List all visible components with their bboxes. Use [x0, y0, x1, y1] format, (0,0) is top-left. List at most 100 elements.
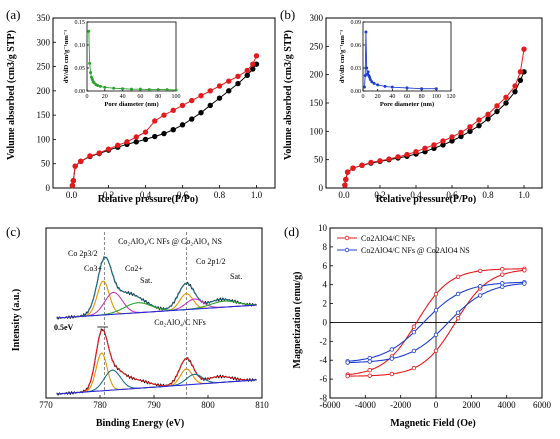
- x-tick-label: 0.6: [177, 190, 189, 200]
- data-point: [389, 371, 395, 377]
- inset-x-tick-label: 100: [432, 94, 441, 100]
- y-tick-label: 200: [310, 70, 324, 80]
- panel-d: (d) Magnetization (emu/g) Magnetic Field…: [284, 223, 552, 429]
- data-point: [207, 88, 213, 94]
- panel-a: (a) Volume absorbed (cm3/g STP) Relative…: [6, 7, 276, 205]
- data-point: [477, 293, 483, 298]
- x-tick-label: 0.2: [103, 190, 114, 200]
- data-point: [521, 46, 527, 52]
- legend-label: Co2AlO4/C NFs: [361, 234, 415, 243]
- panel-d-xlabel: Magnetic Field (Oe): [390, 418, 476, 429]
- bottom-spectrum-title: Co₂AlO₄/C NFs: [154, 318, 206, 327]
- inset-point: [147, 88, 151, 92]
- data-point: [368, 159, 374, 166]
- panel-b-xlabel: Relative pressure(P/Po): [376, 194, 476, 205]
- data-point: [440, 138, 446, 144]
- panel-a-label: (a): [6, 7, 20, 22]
- data-point: [235, 73, 241, 79]
- x-tick-label: -2000: [390, 400, 411, 410]
- data-point: [367, 359, 372, 364]
- inset-x-tick-label: 0: [362, 94, 365, 100]
- x-tick-label: 6000: [533, 400, 552, 410]
- inset-point: [138, 87, 142, 91]
- data-point: [512, 83, 518, 89]
- inset-point: [89, 75, 93, 79]
- legend-label: Co2AlO4/C NFs @ Co2AlO4 NS: [361, 246, 470, 255]
- inset-x-tick-label: 80: [419, 94, 425, 100]
- data-point: [522, 281, 527, 286]
- inset-point: [98, 84, 102, 88]
- inset-point: [112, 86, 116, 90]
- data-point: [152, 118, 158, 124]
- inset-point: [420, 87, 424, 91]
- inset-ylabel: dV/dD cm³g⁻¹nm⁻¹: [339, 30, 346, 83]
- panel-d-ylabel: Magnetization (emu/g): [292, 272, 303, 369]
- data-point: [152, 133, 158, 140]
- x-tick-label: 790: [147, 400, 161, 410]
- inset-point: [368, 78, 372, 82]
- data-point: [115, 142, 121, 148]
- data-point: [250, 61, 256, 67]
- inset-y-tick-label: 0.05: [75, 66, 86, 72]
- inset-point: [90, 78, 94, 82]
- data-point: [512, 88, 518, 95]
- inset-point: [372, 81, 376, 85]
- inset-xlabel: Pore diameter (nm): [104, 101, 158, 108]
- data-point: [350, 165, 356, 171]
- panel-b-ylabel: Volume absorbed (cm3/g STP): [283, 30, 294, 160]
- data-point: [342, 182, 348, 188]
- data-point: [517, 77, 524, 84]
- data-point: [411, 324, 417, 329]
- inset-point: [87, 29, 91, 33]
- x-tick-label: 0.4: [410, 190, 422, 200]
- x-tick-label: 0.0: [338, 190, 350, 200]
- data-point: [500, 284, 505, 290]
- data-point: [411, 330, 417, 335]
- data-point: [345, 360, 350, 365]
- data-point: [458, 129, 464, 136]
- inset-x-tick-label: 60: [404, 94, 410, 100]
- data-point: [198, 110, 204, 116]
- data-point: [467, 124, 473, 130]
- inset-point: [383, 84, 387, 88]
- inset-point: [364, 30, 368, 34]
- data-point: [344, 169, 351, 175]
- x-tick-label: 1.0: [251, 190, 263, 200]
- co2p12-label: Co 2p1/2: [196, 257, 226, 266]
- co3-label: Co3+: [84, 264, 102, 273]
- data-point: [70, 178, 77, 184]
- x-tick-label: 0: [434, 400, 439, 410]
- y-tick-label: 0: [46, 183, 51, 193]
- data-point: [389, 347, 395, 352]
- legend-marker: [344, 235, 350, 241]
- data-point: [485, 116, 491, 122]
- data-point: [500, 281, 505, 286]
- data-point: [226, 78, 232, 84]
- data-point: [179, 122, 186, 128]
- y-tick-label: 8: [323, 242, 328, 252]
- x-tick-label: 0.6: [446, 190, 458, 200]
- panel-c: (c) Intensity (a.u.) Binding Energy (eV)…: [6, 224, 269, 429]
- y-tick-label: 4: [323, 280, 328, 290]
- y-tick-label: 100: [37, 134, 51, 144]
- data-point: [367, 373, 372, 378]
- data-point: [377, 158, 383, 164]
- data-point: [503, 94, 509, 101]
- y-tick-label: 150: [310, 98, 324, 108]
- inset-y-tick-label: 0.10: [75, 43, 86, 49]
- data-point: [226, 88, 232, 94]
- y-tick-label: -8: [320, 393, 328, 403]
- y-tick-label: 10: [318, 223, 328, 233]
- data-point: [449, 134, 455, 140]
- x-tick-label: 800: [201, 400, 215, 410]
- x-tick-label: -4000: [355, 400, 376, 410]
- panel-c-label: (c): [6, 224, 20, 239]
- data-point: [161, 112, 167, 118]
- inset-point: [368, 75, 372, 79]
- inset-x-tick-label: 60: [137, 94, 143, 100]
- data-point: [124, 139, 130, 145]
- x-tick-label: 1.0: [518, 190, 530, 200]
- background-top: [56, 304, 257, 319]
- data-point: [253, 53, 260, 59]
